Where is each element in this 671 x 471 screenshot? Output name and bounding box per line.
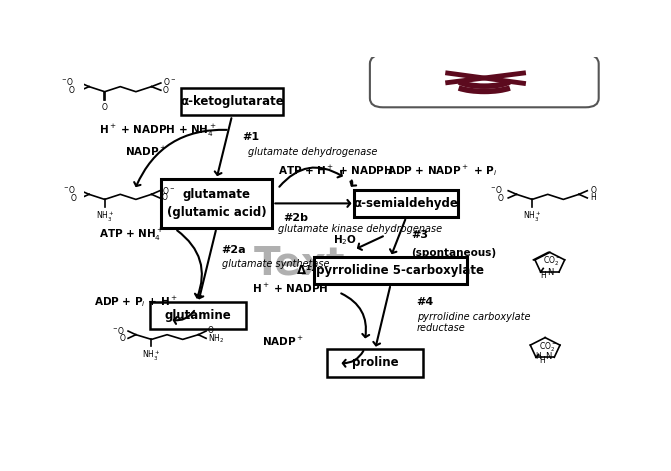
Text: NADP$^+$: NADP$^+$ bbox=[262, 335, 304, 348]
Text: Text: Text bbox=[254, 244, 346, 282]
Text: pyrrolidine carboxylate: pyrrolidine carboxylate bbox=[417, 312, 530, 322]
Text: ATP + NH$_4^+$: ATP + NH$_4^+$ bbox=[99, 227, 164, 243]
FancyBboxPatch shape bbox=[327, 349, 423, 377]
Text: (spontaneous): (spontaneous) bbox=[411, 248, 497, 258]
Text: #1: #1 bbox=[242, 132, 260, 142]
Text: O: O bbox=[119, 334, 125, 343]
Text: H$^+$ + NADPH: H$^+$ + NADPH bbox=[252, 282, 328, 295]
Text: O: O bbox=[590, 186, 597, 195]
FancyBboxPatch shape bbox=[181, 88, 282, 115]
FancyBboxPatch shape bbox=[160, 179, 272, 228]
Text: #3: #3 bbox=[411, 230, 429, 240]
Text: ATP + H$^+$ + NADPH: ATP + H$^+$ + NADPH bbox=[278, 164, 393, 177]
Text: NH$_3^+$: NH$_3^+$ bbox=[523, 210, 541, 224]
Text: N: N bbox=[548, 268, 554, 276]
Text: NH$_3^+$: NH$_3^+$ bbox=[142, 349, 160, 363]
Text: O: O bbox=[68, 87, 74, 96]
Text: Δ¹-pyrrolidine 5-carboxylate: Δ¹-pyrrolidine 5-carboxylate bbox=[297, 264, 484, 277]
Text: O$^-$: O$^-$ bbox=[162, 185, 175, 196]
Text: H: H bbox=[539, 357, 545, 365]
Text: H$^+$ + NADPH + NH$_4^+$: H$^+$ + NADPH + NH$_4^+$ bbox=[99, 123, 217, 139]
Text: H: H bbox=[535, 352, 541, 361]
Text: reductase: reductase bbox=[417, 323, 466, 333]
Text: $^-$O: $^-$O bbox=[60, 76, 74, 88]
Text: NH$_3^+$: NH$_3^+$ bbox=[95, 210, 114, 224]
FancyBboxPatch shape bbox=[370, 55, 599, 107]
Text: CO$_2^-$: CO$_2^-$ bbox=[539, 341, 557, 354]
Text: O: O bbox=[498, 194, 503, 203]
Text: O: O bbox=[207, 326, 213, 335]
FancyBboxPatch shape bbox=[314, 257, 468, 284]
Text: NH$_2$: NH$_2$ bbox=[207, 332, 224, 345]
Text: O: O bbox=[70, 194, 76, 203]
Text: glutamate synthetase: glutamate synthetase bbox=[221, 259, 329, 269]
Text: H: H bbox=[590, 194, 596, 203]
Text: $^-$O: $^-$O bbox=[489, 184, 503, 195]
Text: #2a: #2a bbox=[221, 244, 246, 255]
Text: #2b: #2b bbox=[282, 213, 308, 223]
Text: O: O bbox=[102, 103, 107, 112]
Text: CO$_2^-$: CO$_2^-$ bbox=[544, 255, 562, 268]
Text: H$_2$O: H$_2$O bbox=[333, 234, 358, 247]
Text: $^-$O: $^-$O bbox=[111, 325, 125, 336]
Text: #4: #4 bbox=[417, 297, 434, 307]
Text: O$^-$: O$^-$ bbox=[163, 76, 176, 88]
FancyBboxPatch shape bbox=[354, 190, 458, 217]
Text: α-ketoglutarate: α-ketoglutarate bbox=[180, 95, 284, 108]
Text: glutamine: glutamine bbox=[165, 309, 231, 322]
Text: O: O bbox=[163, 86, 169, 95]
Text: $^-$O: $^-$O bbox=[62, 184, 76, 195]
Text: ADP + P$_i$ + H$^+$: ADP + P$_i$ + H$^+$ bbox=[94, 294, 178, 309]
FancyBboxPatch shape bbox=[150, 302, 246, 329]
Text: N: N bbox=[546, 352, 552, 361]
Text: NADP$^+$: NADP$^+$ bbox=[125, 145, 167, 158]
Text: glutamate dehydrogenase: glutamate dehydrogenase bbox=[248, 147, 377, 157]
Text: glutamate
(glutamic acid): glutamate (glutamic acid) bbox=[166, 188, 266, 219]
Text: O: O bbox=[162, 194, 168, 203]
Text: glutamate kinase dehydrogenase: glutamate kinase dehydrogenase bbox=[278, 224, 442, 234]
Text: H: H bbox=[540, 271, 546, 280]
Text: ADP + NADP$^+$ + P$_i$: ADP + NADP$^+$ + P$_i$ bbox=[386, 163, 497, 178]
Text: proline: proline bbox=[352, 357, 399, 369]
Text: α-semialdehyde: α-semialdehyde bbox=[354, 197, 459, 210]
